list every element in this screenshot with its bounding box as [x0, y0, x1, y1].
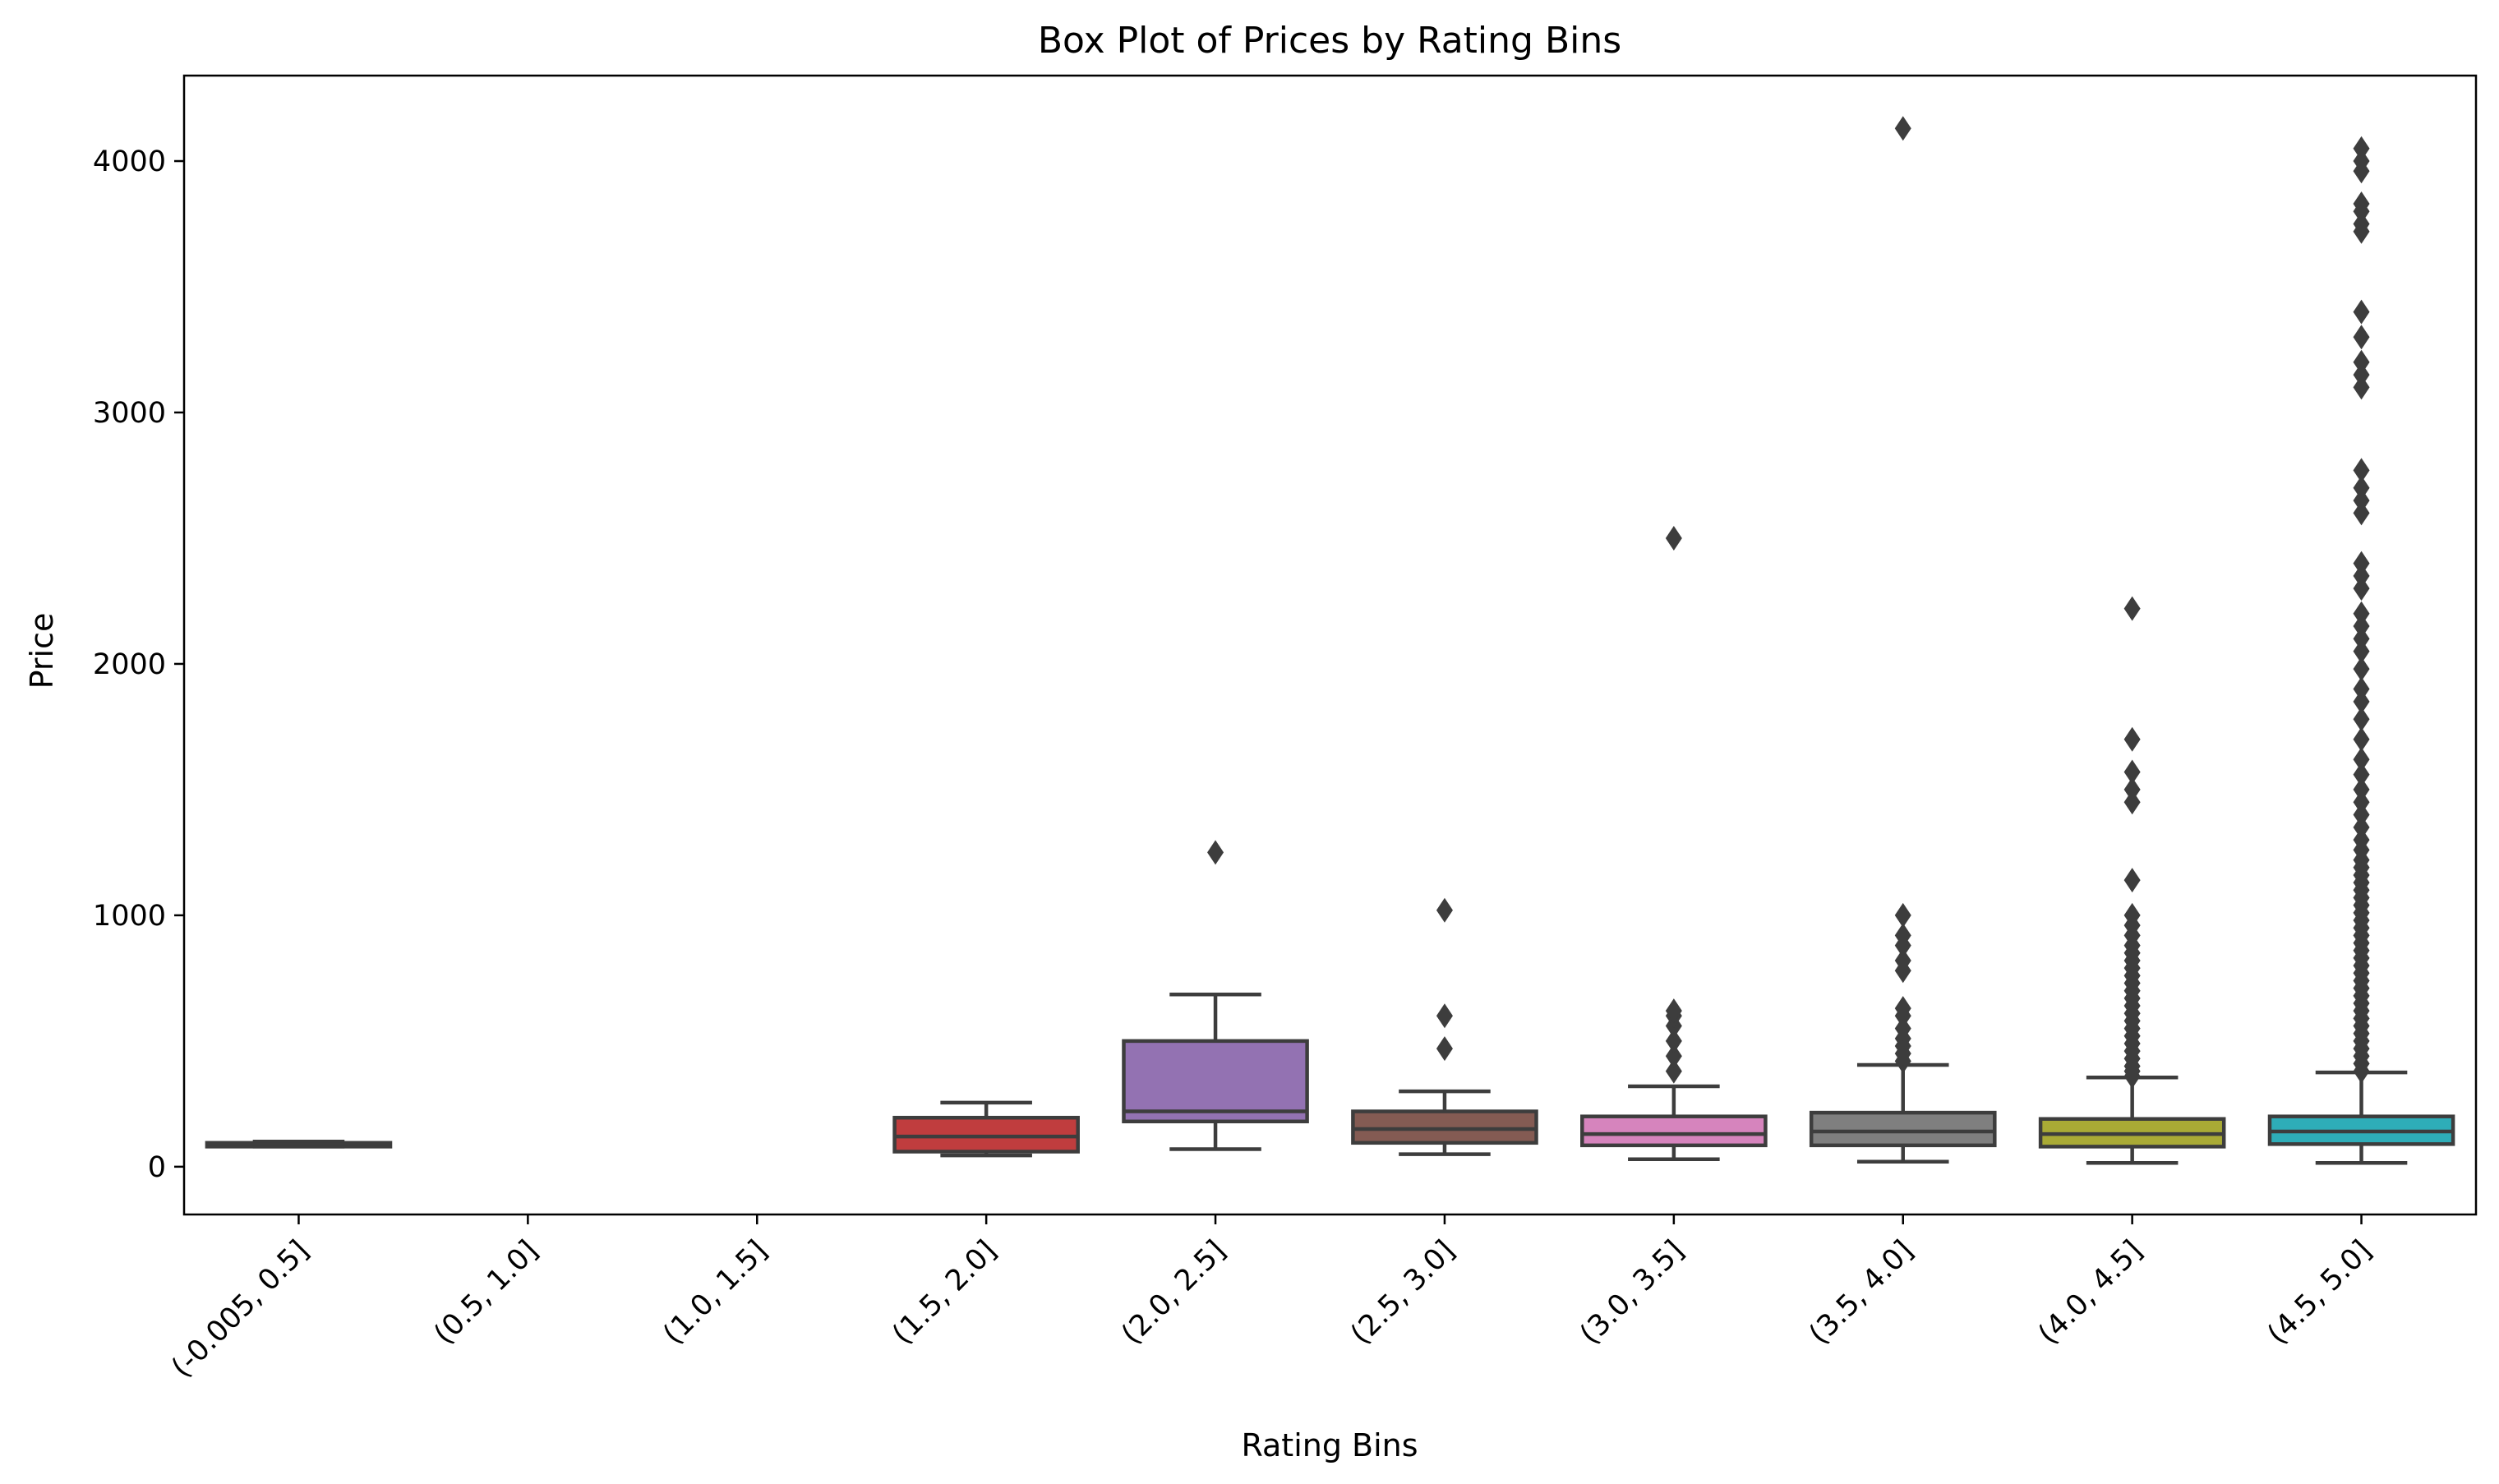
y-tick-label: 3000: [93, 397, 166, 430]
box-group: [1122, 840, 1309, 1151]
outlier-point: [1436, 1003, 1453, 1029]
outlier-point: [2353, 149, 2370, 174]
outlier-point: [2123, 902, 2141, 928]
outlier-point: [2123, 759, 2141, 785]
outlier-point: [2353, 790, 2370, 815]
outlier-point: [1894, 1016, 1911, 1041]
outlier-point: [2353, 689, 2370, 714]
outlier-point: [1207, 840, 1224, 865]
x-axis-label: Rating Bins: [1241, 1427, 1418, 1463]
outlier-point: [2353, 614, 2370, 639]
outlier-point: [2353, 211, 2370, 237]
outlier-point: [2353, 626, 2370, 652]
outlier-point: [2353, 136, 2370, 161]
outlier-point: [2353, 563, 2370, 588]
outlier-point: [1665, 998, 1682, 1024]
box-group: [1351, 897, 1538, 1156]
outlier-point: [2353, 601, 2370, 626]
outlier-point: [1894, 996, 1911, 1021]
box-body: [892, 1115, 1080, 1154]
outlier-point: [2353, 707, 2370, 732]
outlier-point: [1665, 1028, 1682, 1053]
box-body: [1809, 1110, 1997, 1148]
outlier-point: [2353, 325, 2370, 350]
outlier-point: [2353, 488, 2370, 514]
outlier-point: [2353, 349, 2370, 375]
box-group: [892, 1100, 1080, 1158]
chart-title: Box Plot of Prices by Rating Bins: [1038, 20, 1621, 62]
outlier-point: [2123, 777, 2141, 802]
box-group: [1580, 525, 1768, 1161]
outlier-point: [2353, 299, 2370, 325]
outlier-point: [2123, 596, 2141, 621]
y-axis-label: Price: [24, 613, 60, 689]
outlier-point: [1894, 116, 1911, 141]
outlier-point: [2353, 777, 2370, 802]
outlier-point: [2353, 802, 2370, 827]
outlier-point: [2353, 638, 2370, 664]
y-tick-label: 2000: [93, 648, 166, 681]
outlier-point: [2353, 676, 2370, 702]
box-group: [205, 1140, 393, 1149]
outlier-point: [2353, 827, 2370, 853]
outlier-point: [2353, 657, 2370, 682]
outlier-point: [1436, 1036, 1453, 1062]
outlier-point: [2123, 868, 2141, 893]
outlier-point: [1665, 525, 1682, 551]
box-body: [1580, 1114, 1768, 1148]
box-group: [1809, 116, 1997, 1164]
outlier-point: [2353, 747, 2370, 772]
outlier-point: [1665, 1044, 1682, 1069]
outlier-point: [2353, 551, 2370, 576]
box-body: [1122, 1039, 1309, 1124]
outlier-point: [2123, 790, 2141, 815]
outlier-point: [1894, 923, 1911, 948]
box-body: [1351, 1109, 1538, 1145]
outlier-point: [1436, 897, 1453, 923]
outlier-point: [2353, 362, 2370, 388]
box-group: [2038, 596, 2226, 1165]
outlier-point: [2353, 500, 2370, 526]
outlier-point: [2353, 475, 2370, 500]
outlier-point: [2353, 814, 2370, 840]
outlier-point: [2353, 576, 2370, 601]
outlier-point: [1894, 947, 1911, 973]
axes-frame: [182, 74, 2478, 1216]
outlier-point: [2353, 726, 2370, 752]
outlier-point: [1665, 1058, 1682, 1084]
y-tick-label: 4000: [93, 145, 166, 178]
outlier-point: [2353, 458, 2370, 483]
y-tick-label: 0: [148, 1151, 166, 1184]
box-group: [2267, 136, 2455, 1165]
outlier-point: [2353, 375, 2370, 400]
outlier-point: [2123, 726, 2141, 752]
outlier-point: [2353, 762, 2370, 787]
y-tick-label: 1000: [93, 900, 166, 933]
outlier-point: [1894, 902, 1911, 928]
outlier-point: [2353, 191, 2370, 217]
